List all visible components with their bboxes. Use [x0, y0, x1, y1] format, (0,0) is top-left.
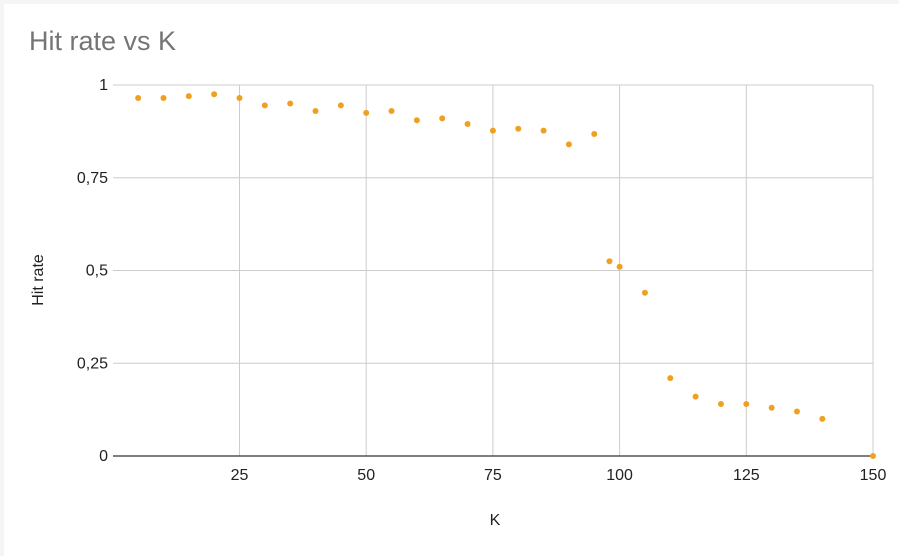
- x-tick-label: 25: [231, 467, 249, 484]
- data-point: [413, 117, 420, 124]
- data-point: [515, 125, 522, 132]
- data-point: [641, 289, 648, 296]
- data-point: [312, 107, 319, 114]
- data-point: [819, 415, 826, 422]
- data-point: [185, 93, 192, 100]
- data-point: [565, 141, 572, 148]
- data-point: [540, 127, 547, 134]
- x-tick-label: 50: [357, 467, 375, 484]
- data-point: [743, 401, 750, 408]
- data-point: [261, 102, 268, 109]
- data-point: [287, 100, 294, 107]
- data-point: [388, 107, 395, 114]
- data-point: [211, 91, 218, 98]
- y-tick-label: 0,25: [77, 355, 108, 372]
- data-points: [135, 91, 876, 459]
- data-point: [667, 375, 674, 382]
- x-tick-label: 100: [606, 467, 633, 484]
- y-tick-label: 0,5: [86, 263, 108, 280]
- data-point: [337, 102, 344, 109]
- data-point: [363, 109, 370, 116]
- data-point: [717, 401, 724, 408]
- data-point: [135, 94, 142, 101]
- y-tick-label: 1: [99, 77, 108, 94]
- x-tick-label: 75: [484, 467, 502, 484]
- data-point: [236, 94, 243, 101]
- grid-lines: [113, 84, 874, 456]
- y-tick-label: 0,75: [77, 170, 108, 187]
- data-point: [464, 120, 471, 127]
- data-point: [616, 263, 623, 270]
- data-point: [160, 94, 167, 101]
- x-tick-label: 150: [860, 467, 887, 484]
- data-point: [606, 258, 613, 265]
- data-point: [768, 404, 775, 411]
- y-tick-label: 0: [99, 448, 108, 465]
- x-axis-label: K: [490, 512, 501, 529]
- data-point: [489, 127, 496, 134]
- data-point: [591, 130, 598, 137]
- y-axis-label: Hit rate: [30, 254, 47, 306]
- chart-card: [4, 4, 899, 556]
- data-point: [793, 408, 800, 415]
- data-point: [439, 115, 446, 122]
- data-point: [870, 453, 876, 459]
- x-tick-label: 125: [733, 467, 760, 484]
- data-point: [692, 393, 699, 400]
- chart-title: Hit rate vs K: [29, 26, 177, 56]
